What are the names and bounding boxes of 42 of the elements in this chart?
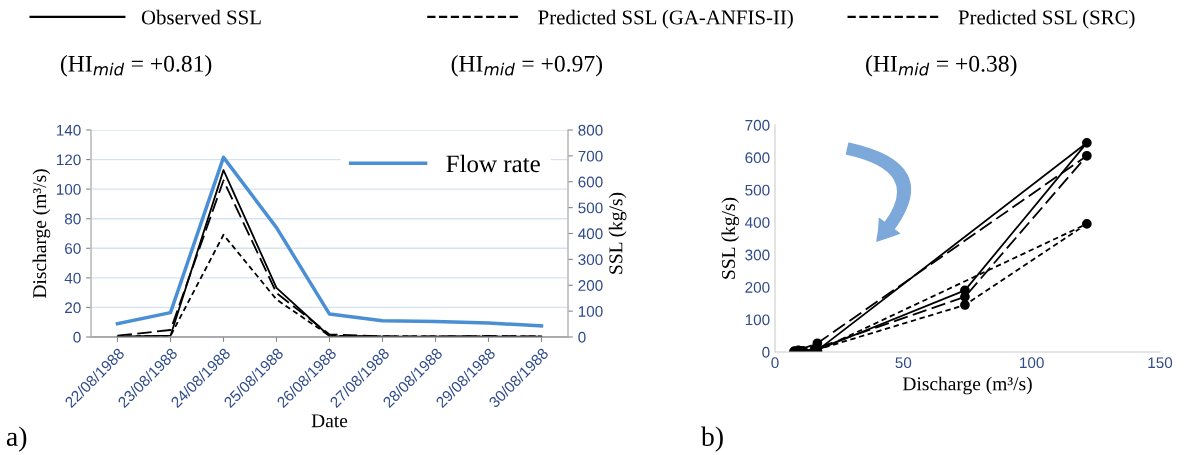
y2-tick-label: 700 xyxy=(578,150,603,162)
text: (HI$_{mid}$ = +0.97) xyxy=(451,55,603,77)
y-tick-label: 60 xyxy=(65,243,81,254)
y-tick-label: 140 xyxy=(56,124,81,136)
x-tick-label: 150 xyxy=(1148,357,1173,369)
legend-label: Predicted SSL (SRC) xyxy=(958,9,1135,29)
legend-label: Predicted SSL (GA-ANFIS-II) xyxy=(538,9,793,29)
legend-label: Flow rate xyxy=(446,154,540,173)
y2-tick-label: 400 xyxy=(578,228,603,240)
y-tick-label: 200 xyxy=(745,282,770,293)
y2-tick-label: 0 xyxy=(578,331,586,343)
x-axis-title: Discharge (m³/s) xyxy=(902,376,1032,395)
x-tick-label: 50 xyxy=(895,357,912,369)
y-tick-label: 20 xyxy=(65,302,81,314)
text: (HI$_{mid}$ = +0.38) xyxy=(866,55,1017,77)
text: (HI$_{mid}$ = +0.81) xyxy=(60,55,212,77)
y-tick-label: 80 xyxy=(64,213,81,225)
x-tick-label: 100 xyxy=(1020,357,1044,369)
y-axis-title: SSL (kg/s) xyxy=(721,197,740,279)
y-tick-label: 500 xyxy=(745,184,770,196)
y2-tick-label: 300 xyxy=(578,254,603,266)
y2-tick-label: 600 xyxy=(578,176,603,188)
y-tick-label: 300 xyxy=(745,249,770,261)
x-tick-label: 0 xyxy=(771,357,779,369)
y-tick-label: 600 xyxy=(745,152,770,164)
y-tick-label: 0 xyxy=(73,331,81,343)
text: b) xyxy=(700,426,723,452)
y2-axis-title: SSL (kg/s) xyxy=(608,192,627,274)
y-tick-label: 40 xyxy=(64,272,81,284)
y-tick-label: 700 xyxy=(745,119,770,131)
y-tick-label: 100 xyxy=(56,184,81,195)
y-tick-label: 400 xyxy=(745,217,770,228)
y2-tick-label: 100 xyxy=(578,305,603,317)
y2-tick-label: 500 xyxy=(578,202,603,214)
x-axis-title: Date xyxy=(311,414,348,428)
text: a) xyxy=(6,426,27,452)
y2-tick-label: 200 xyxy=(578,280,603,291)
y-axis-title: Discharge (m³/s) xyxy=(32,169,51,299)
legend-label: Observed SSL xyxy=(141,9,261,25)
y2-tick-label: 800 xyxy=(578,124,603,136)
y-tick-label: 120 xyxy=(56,154,81,166)
y-tick-label: 100 xyxy=(745,314,770,326)
